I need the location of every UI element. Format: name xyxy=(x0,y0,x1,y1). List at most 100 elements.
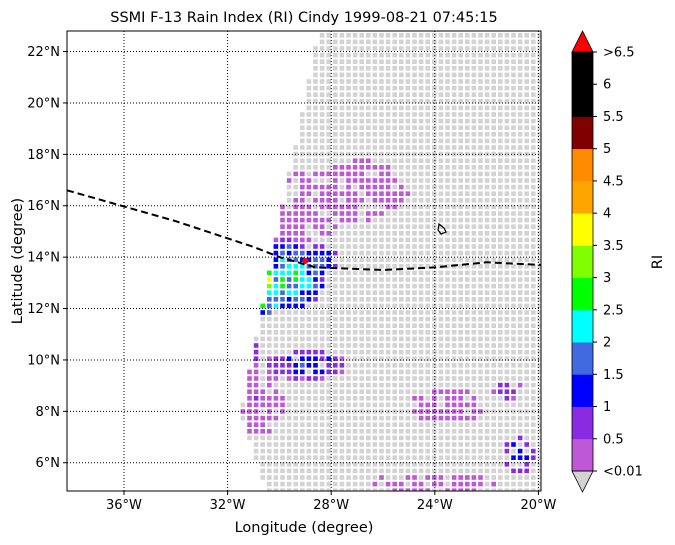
swath-pixel xyxy=(372,462,378,467)
swath-pixel xyxy=(339,204,345,210)
swath-pixel xyxy=(438,396,444,401)
swath-pixel xyxy=(412,462,417,467)
swath-pixel xyxy=(491,92,496,97)
swath-pixel xyxy=(511,283,516,289)
swath-pixel xyxy=(511,316,516,322)
swath-pixel xyxy=(498,191,503,196)
swath-pixel xyxy=(326,184,331,190)
swath-pixel xyxy=(300,217,305,223)
swath-pixel xyxy=(385,402,391,408)
swath-pixel xyxy=(458,105,463,111)
swath-pixel xyxy=(432,468,437,474)
swath-pixel xyxy=(498,72,503,78)
swath-pixel xyxy=(491,369,496,375)
swath-pixel xyxy=(399,290,404,295)
swath-pixel xyxy=(352,191,358,196)
swath-pixel xyxy=(306,283,312,289)
swath-pixel xyxy=(438,297,444,302)
swath-pixel xyxy=(438,46,444,51)
swath-pixel xyxy=(346,171,351,177)
swath-pixel xyxy=(465,330,470,335)
swath-pixel xyxy=(484,462,490,467)
swath-pixel xyxy=(352,79,358,84)
swath-pixel xyxy=(313,462,318,467)
swath-pixel xyxy=(484,231,490,236)
swath-pixel xyxy=(511,343,516,348)
swath-pixel xyxy=(432,33,437,38)
swath-pixel xyxy=(273,415,279,421)
swath-pixel xyxy=(379,217,384,223)
swath-pixel xyxy=(511,481,516,487)
swath-pixel xyxy=(313,448,318,454)
swath-pixel xyxy=(425,396,430,401)
swath-pixel xyxy=(339,303,345,309)
swath-pixel xyxy=(498,257,503,262)
swath-pixel xyxy=(451,303,457,309)
swath-pixel xyxy=(524,33,529,38)
swath-pixel xyxy=(412,455,417,460)
swath-pixel xyxy=(293,455,298,460)
swath-pixel xyxy=(379,402,384,408)
swath-pixel xyxy=(524,283,529,289)
swath-pixel xyxy=(445,409,450,414)
swath-pixel xyxy=(517,244,523,249)
swath-pixel xyxy=(537,198,541,203)
swath-pixel xyxy=(451,118,457,124)
swath-pixel xyxy=(379,191,384,196)
swath-pixel xyxy=(280,316,285,322)
swath-pixel xyxy=(319,52,325,58)
swath-pixel xyxy=(517,356,523,361)
swath-pixel xyxy=(517,422,523,427)
swath-pixel xyxy=(465,488,470,491)
swath-pixel xyxy=(445,211,450,216)
swath-pixel xyxy=(478,217,483,223)
swath-pixel xyxy=(339,297,345,302)
swath-pixel xyxy=(445,151,450,157)
swath-pixel xyxy=(346,217,351,223)
swath-pixel xyxy=(491,79,496,84)
swath-pixel xyxy=(498,99,503,104)
swath-pixel xyxy=(286,283,292,289)
swath-pixel xyxy=(451,39,457,45)
swath-pixel xyxy=(471,468,477,474)
swath-pixel xyxy=(267,369,272,375)
swath-pixel xyxy=(405,290,411,295)
swath-pixel xyxy=(511,59,516,64)
swath-pixel xyxy=(498,59,503,64)
swath-pixel xyxy=(319,132,325,137)
swath-pixel xyxy=(399,138,404,144)
swath-pixel xyxy=(531,33,536,38)
swath-pixel xyxy=(517,481,523,487)
swath-pixel xyxy=(458,198,463,203)
swath-pixel xyxy=(451,356,457,361)
swath-pixel xyxy=(465,165,470,170)
swath-pixel xyxy=(458,422,463,427)
swath-pixel xyxy=(379,158,384,163)
swath-pixel xyxy=(504,376,510,381)
swath-pixel xyxy=(511,376,516,381)
swath-pixel xyxy=(326,343,331,348)
swath-pixel xyxy=(280,257,285,262)
swath-pixel xyxy=(517,283,523,289)
swath-pixel xyxy=(352,455,358,460)
swath-pixel xyxy=(484,257,490,262)
swath-pixel xyxy=(319,138,325,144)
swath-pixel xyxy=(491,290,496,295)
swath-pixel xyxy=(511,52,516,58)
swath-pixel xyxy=(458,79,463,84)
swath-pixel xyxy=(366,488,371,491)
swath-pixel xyxy=(273,369,279,375)
swath-pixel xyxy=(425,138,430,144)
swath-pixel xyxy=(491,435,496,441)
swath-pixel xyxy=(260,336,265,342)
swath-pixel xyxy=(339,448,345,454)
swath-pixel xyxy=(313,389,318,394)
swath-pixel xyxy=(306,468,312,474)
swath-pixel xyxy=(346,72,351,78)
swath-pixel xyxy=(537,151,541,157)
swath-pixel xyxy=(280,356,285,361)
swath-pixel xyxy=(465,290,470,295)
swath-pixel xyxy=(319,125,325,130)
swath-pixel xyxy=(306,323,312,328)
swath-pixel xyxy=(537,310,541,315)
